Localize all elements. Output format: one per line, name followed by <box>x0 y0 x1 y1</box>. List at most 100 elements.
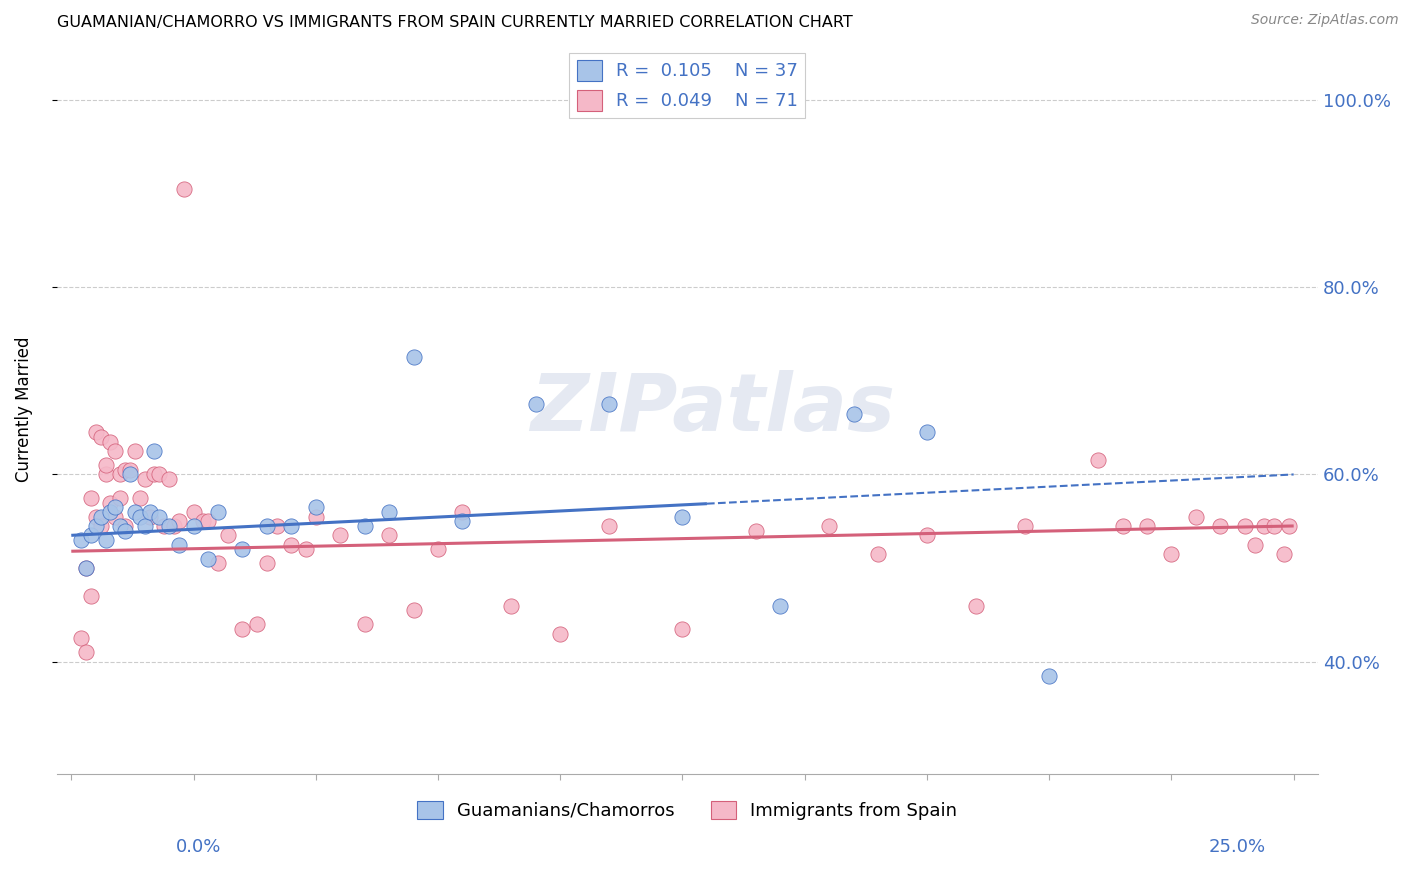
Point <box>207 505 229 519</box>
Point <box>134 519 156 533</box>
Point <box>915 425 938 440</box>
Point <box>104 444 127 458</box>
Point <box>353 617 375 632</box>
Point <box>108 467 131 482</box>
Point <box>70 632 93 646</box>
Point <box>598 397 620 411</box>
Point <box>183 505 205 519</box>
Point <box>280 519 302 533</box>
Point <box>104 500 127 515</box>
Point <box>1243 538 1265 552</box>
Point <box>1014 519 1036 533</box>
Point <box>378 528 401 542</box>
Point <box>84 425 107 440</box>
Point <box>134 472 156 486</box>
Point <box>1272 547 1295 561</box>
Point <box>402 603 425 617</box>
Point <box>90 519 112 533</box>
Point <box>90 509 112 524</box>
Point <box>80 528 103 542</box>
Point <box>114 463 136 477</box>
Point <box>965 599 987 613</box>
Point <box>148 509 170 524</box>
Point <box>402 351 425 365</box>
Point <box>114 524 136 538</box>
Point <box>100 505 122 519</box>
Point <box>280 538 302 552</box>
Point <box>167 538 190 552</box>
Point <box>1038 669 1060 683</box>
Point <box>94 533 117 547</box>
Point <box>501 599 523 613</box>
Point <box>173 182 195 196</box>
Point <box>1233 519 1256 533</box>
Point <box>1278 519 1301 533</box>
Point <box>451 505 474 519</box>
Point <box>329 528 352 542</box>
Point <box>818 519 841 533</box>
Text: GUAMANIAN/CHAMORRO VS IMMIGRANTS FROM SPAIN CURRENTLY MARRIED CORRELATION CHART: GUAMANIAN/CHAMORRO VS IMMIGRANTS FROM SP… <box>56 15 852 30</box>
Point <box>90 430 112 444</box>
Point <box>524 397 547 411</box>
Point <box>108 491 131 505</box>
Point <box>197 551 219 566</box>
Point <box>104 509 127 524</box>
Point <box>197 514 219 528</box>
Point <box>1136 519 1159 533</box>
Point <box>80 589 103 603</box>
Point <box>94 458 117 472</box>
Point <box>163 519 186 533</box>
Y-axis label: Currently Married: Currently Married <box>15 336 32 482</box>
Point <box>128 509 150 524</box>
Point <box>100 434 122 449</box>
Point <box>1087 453 1109 467</box>
Point <box>842 407 865 421</box>
Text: 25.0%: 25.0% <box>1208 838 1265 856</box>
Point <box>167 514 190 528</box>
Point <box>138 509 160 524</box>
Text: ZIPatlas: ZIPatlas <box>530 370 896 448</box>
Point <box>1253 519 1275 533</box>
Point <box>246 617 269 632</box>
Point <box>769 599 792 613</box>
Point <box>183 519 205 533</box>
Point <box>143 444 166 458</box>
Point <box>915 528 938 542</box>
Point <box>671 622 693 636</box>
Point <box>108 519 131 533</box>
Point <box>745 524 768 538</box>
Point <box>84 509 107 524</box>
Point <box>378 505 401 519</box>
Point <box>451 514 474 528</box>
Point <box>124 444 146 458</box>
Point <box>353 519 375 533</box>
Point <box>75 561 97 575</box>
Point <box>80 491 103 505</box>
Point <box>266 519 288 533</box>
Point <box>84 519 107 533</box>
Point <box>305 500 328 515</box>
Point <box>868 547 890 561</box>
Point <box>217 528 239 542</box>
Point <box>295 542 318 557</box>
Point <box>231 542 253 557</box>
Point <box>143 467 166 482</box>
Point <box>70 533 93 547</box>
Point <box>548 626 571 640</box>
Point <box>157 519 180 533</box>
Point <box>207 557 229 571</box>
Point <box>124 505 146 519</box>
Point <box>128 491 150 505</box>
Point <box>256 557 278 571</box>
Point <box>1209 519 1232 533</box>
Point <box>193 514 215 528</box>
Point <box>1160 547 1182 561</box>
Point <box>118 463 141 477</box>
Point <box>305 509 328 524</box>
Point <box>138 505 160 519</box>
Point <box>153 519 176 533</box>
Point <box>114 519 136 533</box>
Text: 0.0%: 0.0% <box>176 838 221 856</box>
Point <box>75 645 97 659</box>
Point <box>671 509 693 524</box>
